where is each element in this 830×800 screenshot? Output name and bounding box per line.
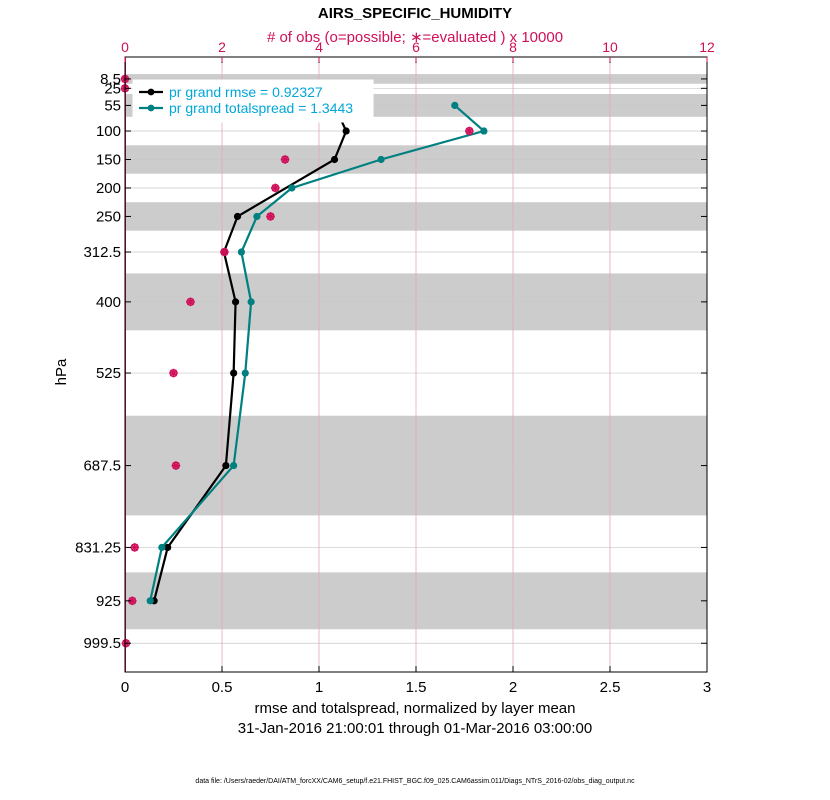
chart-title: AIRS_SPECIFIC_HUMIDITY xyxy=(318,5,512,22)
x-tick-label: 2.5 xyxy=(600,679,621,696)
y-tick-label: 25 xyxy=(104,80,121,97)
x-tick-label: 2 xyxy=(509,679,517,696)
rmse-point xyxy=(230,369,238,377)
y-tick-label: 250 xyxy=(96,208,121,225)
legend-label-rmse: pr grand rmse = 0.92327 xyxy=(169,84,323,100)
totalspread-point xyxy=(230,461,238,470)
x-tick-label: 1 xyxy=(315,679,323,696)
y-axis-label: hPa xyxy=(53,358,70,385)
y-tick-label: 312.5 xyxy=(83,244,121,261)
totalspread-point xyxy=(146,597,154,605)
y-tick-label: 525 xyxy=(96,365,121,382)
x-tick-label: 0.5 xyxy=(212,679,233,696)
x-tick-label: 1.5 xyxy=(406,679,427,696)
y-tick-label: 150 xyxy=(96,152,121,169)
totalspread-point xyxy=(377,155,385,164)
y-tick-label: 100 xyxy=(96,123,121,140)
obs-evaluated-marker xyxy=(130,543,139,552)
totalspread-point xyxy=(158,543,166,552)
top-x-tick-label: 0 xyxy=(121,39,129,55)
top-x-tick-label: 4 xyxy=(315,39,323,55)
y-tick-label: 999.5 xyxy=(83,635,121,652)
y-tick-label: 200 xyxy=(96,180,121,197)
totalspread-point xyxy=(241,369,249,377)
top-axis-label: # of obs (o=possible; ∗=evaluated ) x 10… xyxy=(267,29,563,46)
top-x-tick-label: 12 xyxy=(699,39,715,55)
date-range: 31-Jan-2016 21:00:01 through 01-Mar-2016… xyxy=(238,720,592,737)
y-tick-label: 925 xyxy=(96,593,121,610)
rmse-point xyxy=(342,127,350,135)
rmse-point xyxy=(164,543,172,552)
totalspread-line xyxy=(149,104,487,602)
obs-evaluated-marker xyxy=(271,183,280,193)
legend-box xyxy=(132,79,374,123)
legend-label-totalspread: pr grand totalspread = 1.3443 xyxy=(169,100,353,116)
totalspread-point xyxy=(253,212,261,221)
rmse-point xyxy=(330,155,339,164)
obs-evaluated-marker xyxy=(186,297,195,307)
obs-evaluated-marker xyxy=(171,461,181,470)
rmse-point xyxy=(231,298,240,306)
obs-evaluated-marker xyxy=(127,596,137,606)
y-tick-label: 687.5 xyxy=(83,458,121,475)
grid-lines xyxy=(125,57,707,672)
y-tick-label: 8.5 xyxy=(100,71,121,88)
rmse-point xyxy=(233,212,242,221)
top-x-tick-label: 2 xyxy=(218,39,226,55)
totalspread-point xyxy=(480,127,488,135)
totalspread-point xyxy=(237,248,245,256)
top-x-tick-label: 8 xyxy=(509,39,517,55)
y-tick-label: 400 xyxy=(96,294,121,311)
totalspread-point xyxy=(247,298,255,306)
x-tick-label: 3 xyxy=(703,679,711,696)
top-x-tick-label: 6 xyxy=(412,39,420,55)
y-tick-label: 831.25 xyxy=(75,539,121,556)
rmse-point xyxy=(222,461,230,470)
obs-evaluated-marker xyxy=(266,212,275,221)
obs-evaluated-marker xyxy=(465,126,474,136)
series-lines xyxy=(146,101,488,605)
obs-evaluated-marker xyxy=(169,368,178,378)
x-tick-label: 0 xyxy=(121,679,129,696)
top-x-tick-label: 10 xyxy=(602,39,618,55)
y-tick-label: 55 xyxy=(104,97,121,114)
footer-data-file: data file: /Users/raeder/DAI/ATM_forcXX/… xyxy=(195,778,635,785)
x-axis-label: rmse and totalspread, normalized by laye… xyxy=(255,700,576,717)
legend-marker-totalspread xyxy=(147,104,155,112)
obs-evaluated-marker xyxy=(220,247,229,257)
legend-marker-rmse xyxy=(147,88,155,96)
totalspread-point xyxy=(288,184,296,192)
totalspread-point xyxy=(451,101,459,110)
obs-evaluated-marker xyxy=(280,155,290,164)
